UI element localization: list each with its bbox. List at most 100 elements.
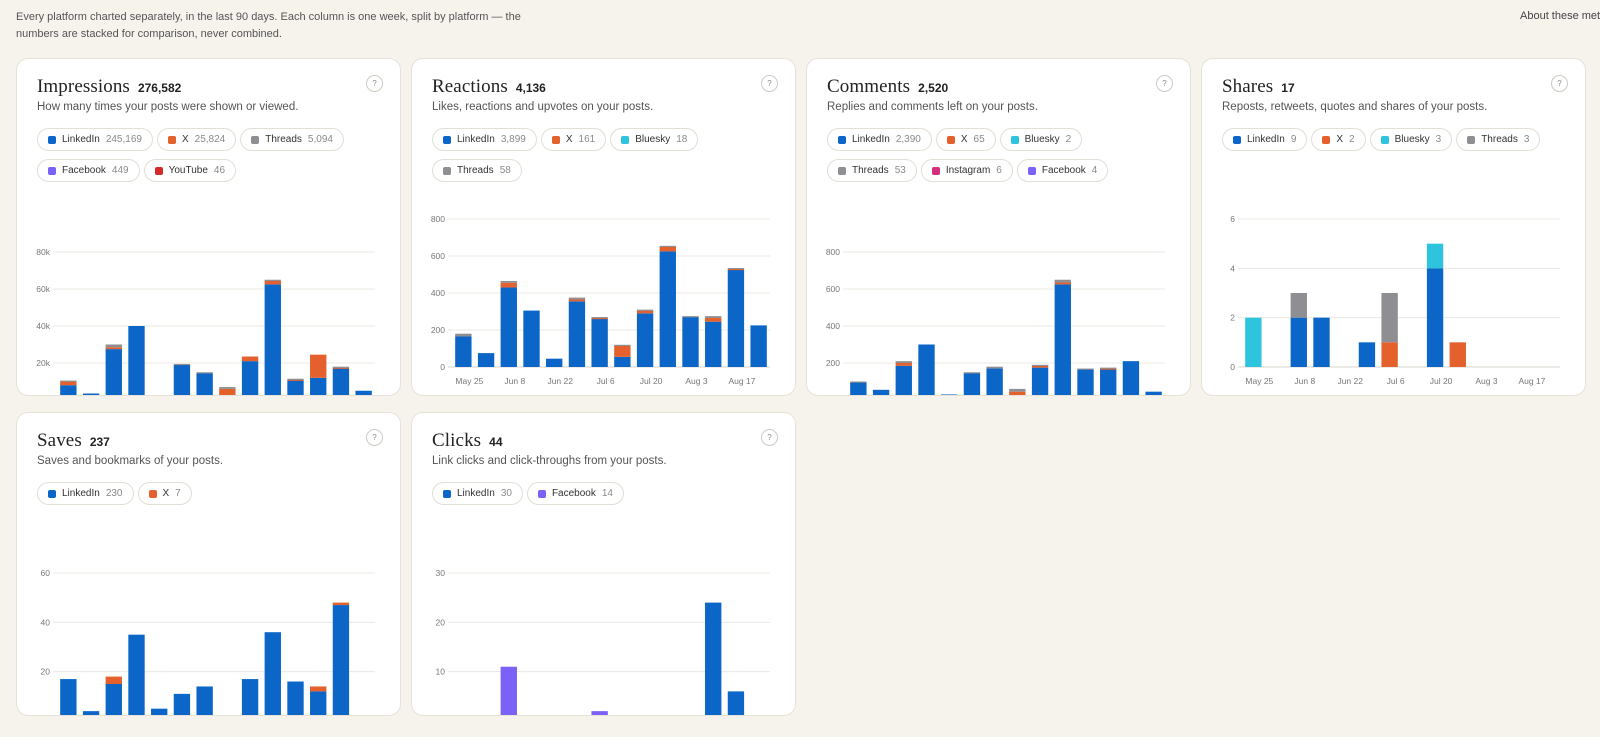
bar-segment-x[interactable] xyxy=(1449,342,1466,367)
bar-segment-linkedin[interactable] xyxy=(850,382,867,396)
bar-segment-linkedin[interactable] xyxy=(60,679,77,716)
bar-segment-linkedin[interactable] xyxy=(1426,268,1444,367)
bar-segment-linkedin[interactable] xyxy=(591,318,608,367)
bar-segment-linkedin[interactable] xyxy=(455,336,472,367)
bar-segment-threads[interactable] xyxy=(1009,388,1026,392)
bar-segment-linkedin[interactable] xyxy=(332,368,350,396)
bar-segment-threads[interactable] xyxy=(659,245,676,248)
bar-segment-x[interactable] xyxy=(287,379,304,381)
bar-segment-x[interactable] xyxy=(500,282,517,288)
help-icon[interactable]: ? xyxy=(366,429,383,446)
bar-segment-linkedin[interactable] xyxy=(332,605,350,716)
bar-segment-linkedin[interactable] xyxy=(682,317,699,367)
bar-segment-linkedin[interactable] xyxy=(196,686,213,716)
bar-segment-x[interactable] xyxy=(568,299,586,302)
bar-segment-threads[interactable] xyxy=(1100,367,1117,369)
legend-pill-threads[interactable]: Threads 5,094 xyxy=(240,128,344,151)
bar-segment-threads[interactable] xyxy=(173,363,191,366)
bar-segment-linkedin[interactable] xyxy=(82,393,100,396)
bar-segment-linkedin[interactable] xyxy=(355,390,372,396)
bar-segment-linkedin[interactable] xyxy=(128,326,145,396)
legend-pill-facebook[interactable]: Facebook 449 xyxy=(37,159,140,182)
bar-segment-threads[interactable] xyxy=(1031,364,1049,367)
bar-segment-threads[interactable] xyxy=(895,361,912,363)
bar-segment-linkedin[interactable] xyxy=(105,349,122,396)
bar-segment-threads[interactable] xyxy=(850,381,867,383)
bar-segment-linkedin[interactable] xyxy=(523,310,540,367)
bar-segment-linkedin[interactable] xyxy=(1313,317,1330,367)
bar-segment-facebook[interactable] xyxy=(500,666,517,716)
legend-pill-linkedin[interactable]: LinkedIn 30 xyxy=(432,482,523,505)
bar-segment-linkedin[interactable] xyxy=(705,321,722,367)
bar-segment-linkedin[interactable] xyxy=(196,373,213,396)
help-icon[interactable]: ? xyxy=(366,75,383,92)
bar-segment-x[interactable] xyxy=(332,602,350,606)
bar-segment-linkedin[interactable] xyxy=(636,313,654,367)
bar-segment-threads[interactable] xyxy=(455,333,472,337)
bar-segment-x[interactable] xyxy=(105,676,122,684)
bar-segment-linkedin[interactable] xyxy=(128,634,145,716)
legend-pill-bluesky[interactable]: Bluesky 18 xyxy=(610,128,699,151)
legend-pill-facebook[interactable]: Facebook 14 xyxy=(526,482,624,505)
bar-segment-linkedin[interactable] xyxy=(173,693,191,716)
bar-segment-linkedin[interactable] xyxy=(60,385,77,396)
bar-segment-x[interactable] xyxy=(1031,365,1049,368)
legend-pill-threads[interactable]: Threads 3 xyxy=(1456,128,1541,151)
bar-segment-threads[interactable] xyxy=(727,268,745,270)
bar-segment-threads[interactable] xyxy=(196,372,213,374)
help-icon[interactable]: ? xyxy=(1551,75,1568,92)
legend-pill-linkedin[interactable]: LinkedIn 3,899 xyxy=(432,128,537,151)
bar-segment-linkedin[interactable] xyxy=(727,691,745,716)
legend-pill-bluesky[interactable]: Bluesky 2 xyxy=(999,128,1083,151)
legend-pill-x[interactable]: X 25,824 xyxy=(156,128,237,151)
legend-pill-x[interactable]: X 65 xyxy=(935,128,996,151)
bar-segment-linkedin[interactable] xyxy=(1122,361,1140,396)
bar-segment-threads[interactable] xyxy=(332,366,350,368)
bar-segment-x[interactable] xyxy=(1100,368,1117,370)
bar-segment-linkedin[interactable] xyxy=(287,380,304,396)
bar-segment-linkedin[interactable] xyxy=(500,287,517,367)
bar-segment-linkedin[interactable] xyxy=(310,691,327,716)
bar-segment-linkedin[interactable] xyxy=(310,377,327,396)
bar-segment-linkedin[interactable] xyxy=(1358,342,1376,367)
bar-segment-linkedin[interactable] xyxy=(241,679,259,716)
bar-segment-x[interactable] xyxy=(636,310,654,314)
bar-segment-threads[interactable] xyxy=(500,280,517,283)
bar-segment-threads[interactable] xyxy=(1077,368,1094,370)
bar-segment-threads[interactable] xyxy=(591,317,608,319)
bar-segment-x[interactable] xyxy=(264,280,281,285)
bar-segment-linkedin[interactable] xyxy=(895,365,912,396)
bar-segment-threads[interactable] xyxy=(287,378,304,380)
bar-segment-linkedin[interactable] xyxy=(546,358,563,367)
bar-segment-linkedin[interactable] xyxy=(1145,391,1162,396)
bar-segment-x[interactable] xyxy=(241,356,259,362)
legend-pill-linkedin[interactable]: LinkedIn 9 xyxy=(1222,128,1308,151)
bar-segment-bluesky[interactable] xyxy=(1245,317,1262,367)
bar-segment-x[interactable] xyxy=(614,345,631,357)
bar-segment-linkedin[interactable] xyxy=(750,325,767,367)
legend-pill-threads[interactable]: Threads 58 xyxy=(432,159,522,182)
bar-segment-threads[interactable] xyxy=(682,316,699,318)
bar-segment-x[interactable] xyxy=(1381,342,1398,367)
bar-segment-linkedin[interactable] xyxy=(727,269,745,367)
legend-pill-bluesky[interactable]: Bluesky 3 xyxy=(1369,128,1453,151)
bar-segment-x[interactable] xyxy=(310,354,327,378)
bar-segment-linkedin[interactable] xyxy=(1290,317,1307,367)
help-icon[interactable]: ? xyxy=(761,75,778,92)
bar-segment-linkedin[interactable] xyxy=(105,684,122,716)
help-icon[interactable]: ? xyxy=(1156,75,1173,92)
bar-segment-linkedin[interactable] xyxy=(659,251,676,367)
legend-pill-linkedin[interactable]: LinkedIn 230 xyxy=(37,482,134,505)
legend-pill-youtube[interactable]: YouTube 46 xyxy=(143,159,237,182)
bar-segment-x[interactable] xyxy=(105,347,122,350)
legend-pill-linkedin[interactable]: LinkedIn 245,169 xyxy=(37,128,153,151)
bar-segment-linkedin[interactable] xyxy=(151,395,167,396)
bar-segment-linkedin[interactable] xyxy=(963,373,981,396)
bar-segment-linkedin[interactable] xyxy=(477,353,495,367)
legend-pill-linkedin[interactable]: LinkedIn 2,390 xyxy=(827,128,932,151)
bar-segment-linkedin[interactable] xyxy=(241,361,259,396)
bar-segment-threads[interactable] xyxy=(60,380,77,382)
bar-segment-threads[interactable] xyxy=(264,279,281,281)
legend-pill-instagram[interactable]: Instagram 6 xyxy=(920,159,1013,182)
bar-segment-linkedin[interactable] xyxy=(872,389,890,396)
